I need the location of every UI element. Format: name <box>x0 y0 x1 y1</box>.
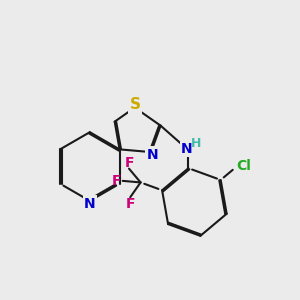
Text: N: N <box>84 196 96 211</box>
Text: F: F <box>124 156 134 170</box>
Text: F: F <box>111 174 121 188</box>
Text: S: S <box>130 98 141 112</box>
Text: N: N <box>147 148 158 162</box>
Text: H: H <box>190 137 201 150</box>
Text: F: F <box>125 197 135 211</box>
Text: N: N <box>181 142 193 156</box>
Text: Cl: Cl <box>236 159 251 173</box>
